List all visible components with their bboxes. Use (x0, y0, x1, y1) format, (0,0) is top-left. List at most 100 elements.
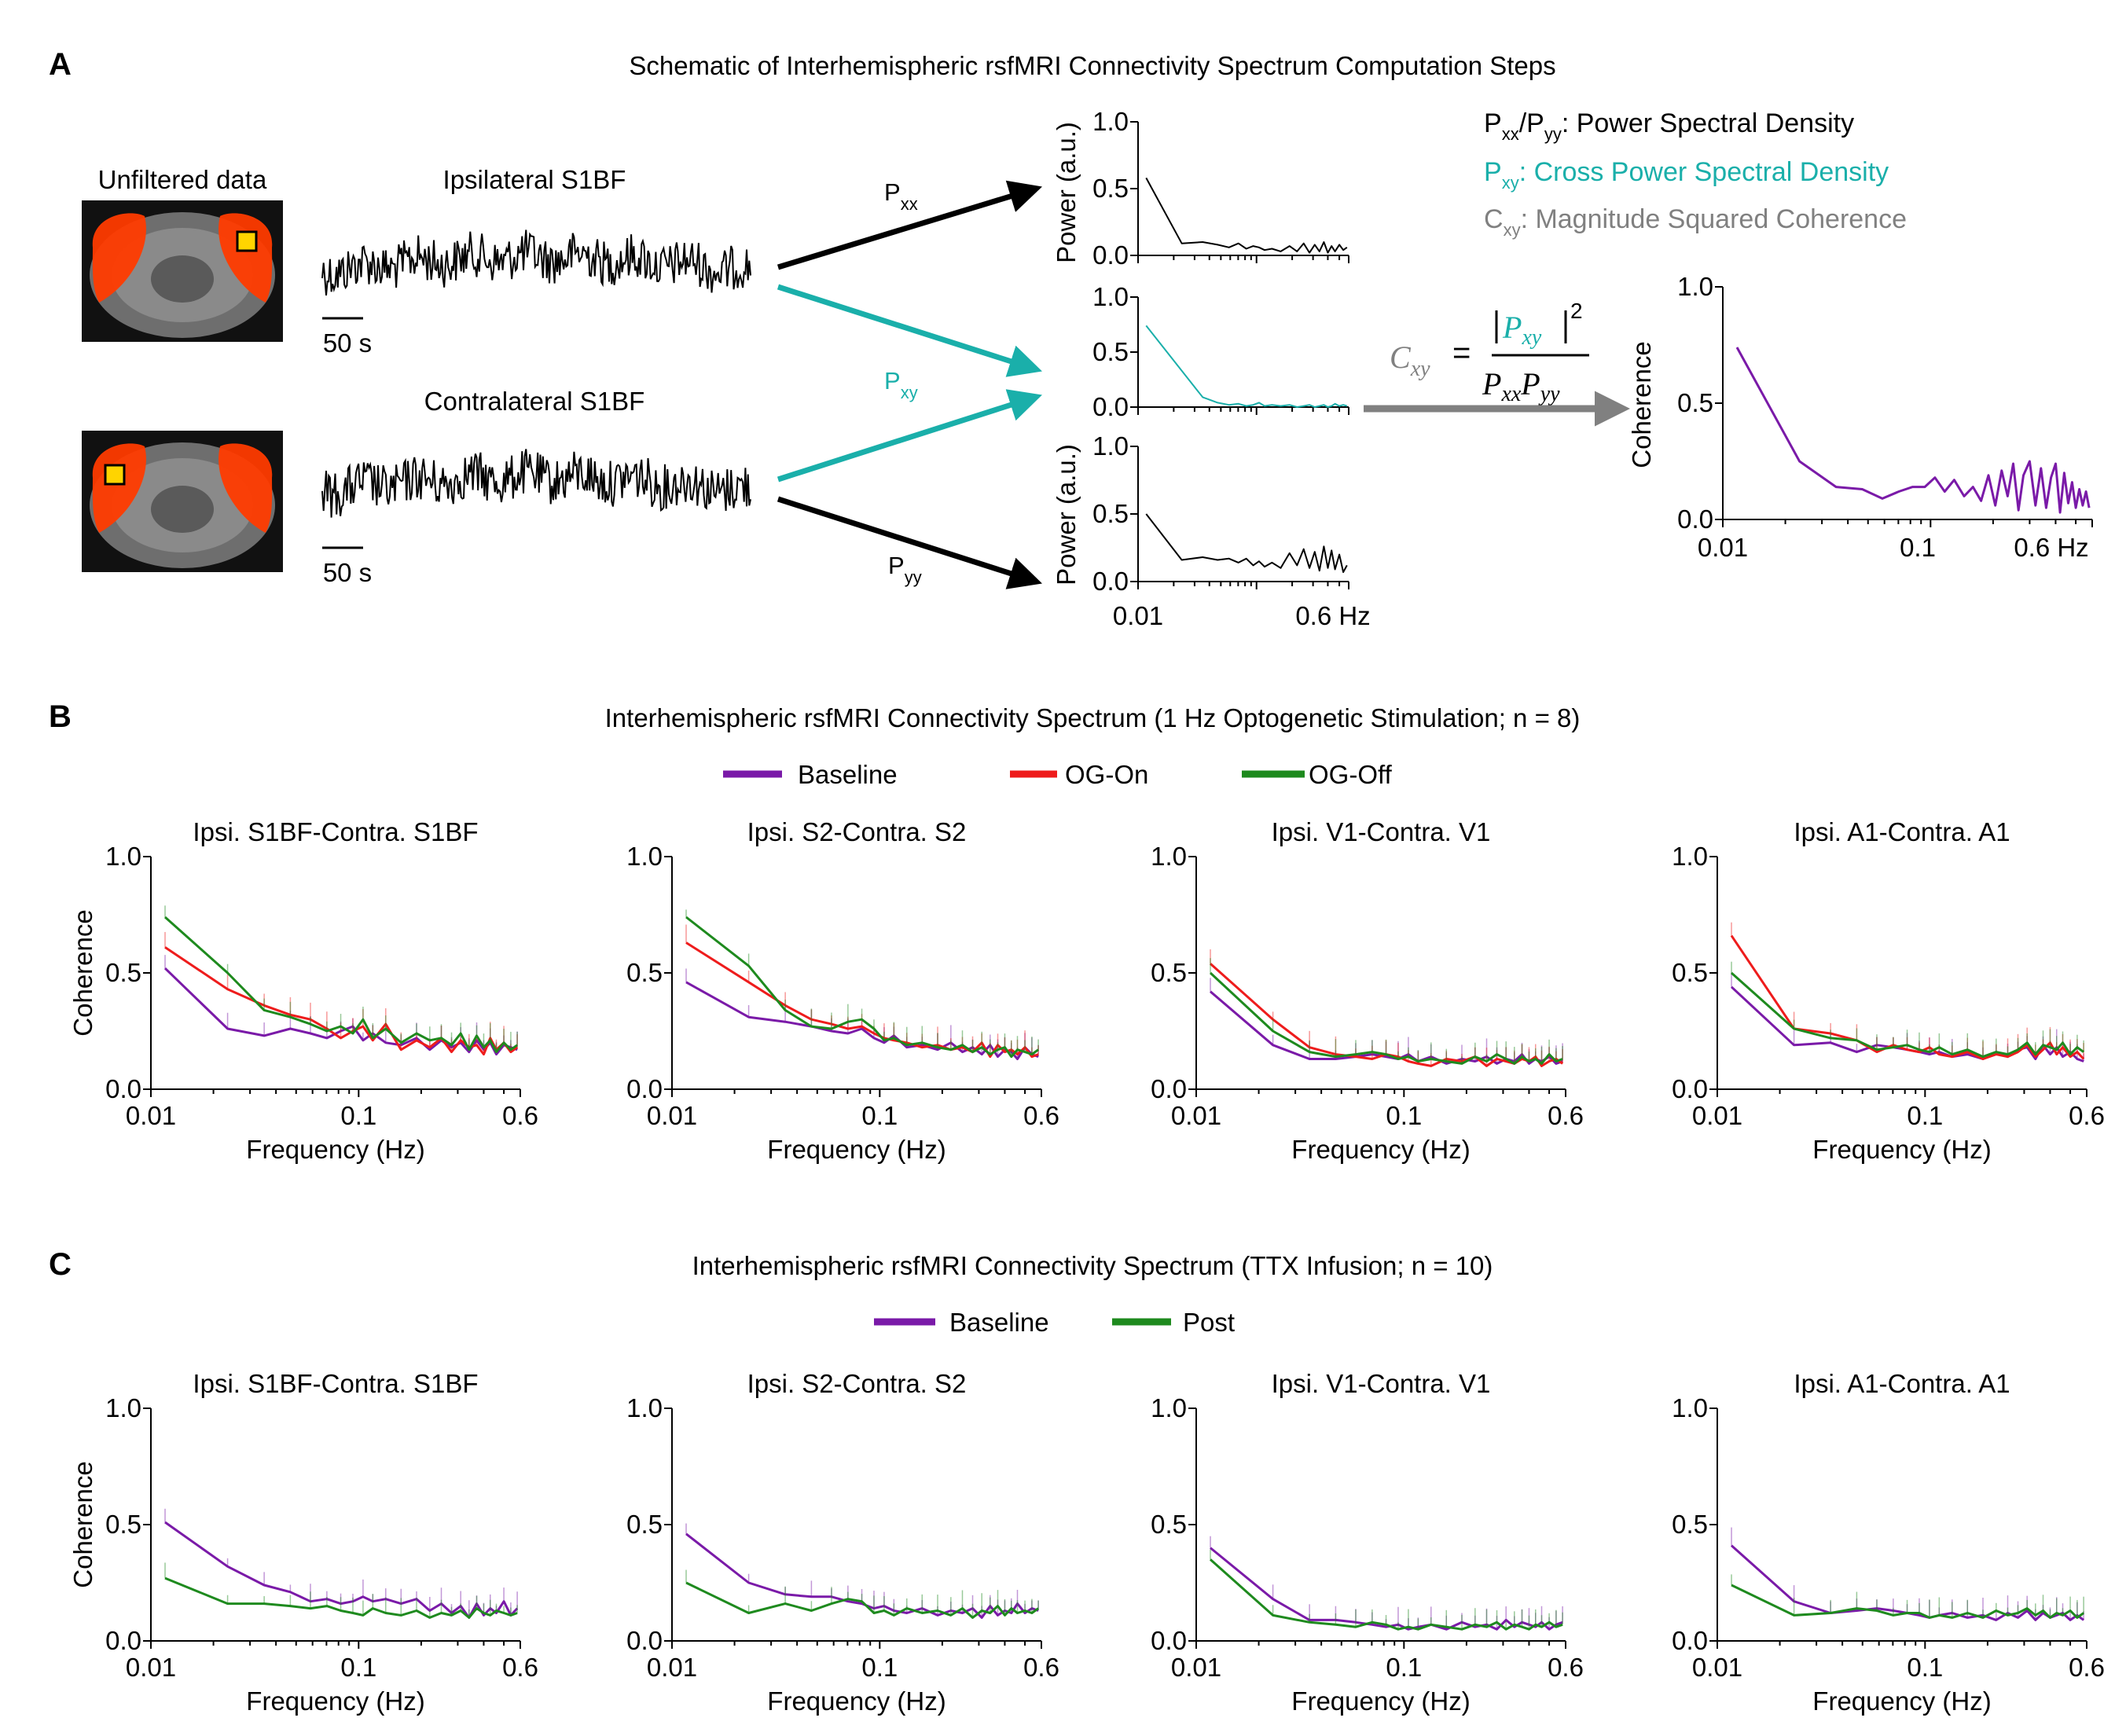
x-tick-label: 0.1 (861, 1653, 898, 1682)
arrow-pxy-contra (777, 389, 1043, 483)
x-axis-label: Frequency (Hz) (246, 1686, 424, 1716)
series-line-post (1731, 1584, 2084, 1619)
y-tick-label: 0.5 (1092, 499, 1129, 528)
x-tick-label: 0.01 (647, 1101, 697, 1130)
x-tick-label: 0.6 (1023, 1101, 1059, 1130)
x-tick-label: 0.1 (340, 1653, 376, 1682)
series-line-og-off (685, 916, 1039, 1059)
arrow-label-pxy: Pxy (884, 367, 918, 402)
ipsi-label: Ipsilateral S1BF (443, 165, 626, 194)
coherence-formula: Cxy = Pxy 2 PxxPyy (1390, 299, 1589, 406)
panel-c-plots: 0.0 0.5 1.0 0.01 0.1 0.6 Ipsi. S1BF-Contra. S1… (68, 1369, 2105, 1716)
mini-ylabel-bottom: Power (a.u.) (1052, 444, 1081, 585)
chart-title: Ipsi. V1-Contra. V1 (1272, 1369, 1491, 1398)
x-axis-label: Frequency (Hz) (1812, 1135, 1991, 1164)
x-tick-label: 0.01 (1171, 1653, 1221, 1682)
y-tick-label: 1.0 (1151, 842, 1187, 871)
panel-a: A Schematic of Interhemispheric rsfMRI C… (49, 47, 2093, 630)
arrow-label-pyy: Pyy (888, 552, 922, 587)
x-tick-label: 0.1 (1386, 1101, 1422, 1130)
scalebar-contra-label: 50 s (323, 558, 372, 587)
mini-plot-pxy: 0.0 0.5 1.0 (1092, 282, 1349, 421)
chart-b-4: 0.0 0.5 1.0 0.01 0.1 0.6 Ipsi. A1-Contra. A1 Fr… (1672, 817, 2105, 1164)
chart-title: Ipsi. S2-Contra. S2 (747, 817, 967, 846)
y-tick-label: 0.0 (1092, 240, 1129, 270)
legend-cpsd: Pxy: Cross Power Spectral Density (1484, 157, 1889, 193)
x-tick-label: 0.6 (1023, 1653, 1059, 1682)
y-tick-label: 0.0 (1672, 1074, 1708, 1103)
formula-numerator: Pxy (1502, 310, 1542, 350)
x-tick-label: 0.1 (1907, 1653, 1943, 1682)
y-tick-label: 0.5 (626, 958, 663, 987)
y-tick-label: 0.0 (626, 1074, 663, 1103)
y-tick-label: 0.5 (1151, 1510, 1187, 1539)
y-tick-label: 0.5 (1092, 337, 1129, 366)
legend-label-og-on: OG-On (1065, 760, 1148, 789)
x-tick-label: 0.1 (340, 1101, 376, 1130)
y-tick-label: 0.0 (1677, 505, 1713, 534)
chart-b-3: 0.0 0.5 1.0 0.01 0.1 0.6 Ipsi. V1-Contra. V1 Fr… (1151, 817, 1584, 1164)
formula-denominator: PxxPyy (1482, 366, 1560, 406)
y-tick-label: 1.0 (105, 842, 141, 871)
coh-xtick-1: 0.1 (1900, 533, 1936, 562)
legend-msc: Cxy: Magnitude Squared Coherence (1484, 204, 1907, 240)
y-tick-label: 0.0 (1092, 392, 1129, 421)
series-line-post (1210, 1558, 1563, 1631)
series-line-og-off (164, 916, 518, 1054)
y-tick-label: 0.5 (1092, 174, 1129, 203)
legend-label-og-off: OG-Off (1309, 760, 1393, 789)
x-axis-label: Frequency (Hz) (246, 1135, 424, 1164)
y-tick-label: 0.0 (626, 1626, 663, 1655)
series-line-baseline (685, 1532, 1039, 1619)
mini-ylabel-top: Power (a.u.) (1052, 122, 1081, 263)
y-axis-label: Coherence (68, 909, 97, 1036)
y-tick-label: 0.5 (1672, 958, 1708, 987)
y-axis-label: Coherence (68, 1461, 97, 1587)
x-axis-label: Frequency (Hz) (767, 1686, 946, 1716)
y-tick-label: 0.0 (1672, 1626, 1708, 1655)
series-line-baseline (685, 981, 1039, 1060)
chart-title: Ipsi. S1BF-Contra. S1BF (193, 1369, 478, 1398)
x-axis-label: Frequency (Hz) (1291, 1686, 1470, 1716)
formula-exponent: 2 (1570, 299, 1583, 323)
y-tick-label: 0.5 (105, 958, 141, 987)
x-tick-label: 0.6 (1548, 1101, 1584, 1130)
roi-box-ipsi (236, 230, 258, 252)
ipsi-timeseries (321, 229, 751, 295)
panel-b-legend: Baseline OG-On OG-Off (723, 760, 1393, 789)
y-tick-label: 0.0 (1151, 1626, 1187, 1655)
series-line-pxy (1145, 325, 1348, 408)
chart-b-2: 0.0 0.5 1.0 0.01 0.1 0.6 Ipsi. S2-Contra. S2 Fr… (626, 817, 1059, 1164)
series-line-pyy (1145, 513, 1348, 573)
chart-title: Ipsi. S1BF-Contra. S1BF (193, 817, 478, 846)
brain-image-contra (82, 431, 283, 572)
panel-c-letter: C (49, 1247, 72, 1282)
y-tick-label: 0.0 (105, 1626, 141, 1655)
x-axis-label: Frequency (Hz) (1812, 1686, 1991, 1716)
arrow-pxy-ipsi (777, 284, 1043, 377)
y-tick-label: 0.0 (1151, 1074, 1187, 1103)
chart-title: Ipsi. A1-Contra. A1 (1794, 817, 2010, 846)
series-line-baseline (1731, 1544, 2084, 1621)
x-tick-label: 0.1 (861, 1101, 898, 1130)
roi-box-contra (104, 464, 126, 486)
x-tick-label: 0.01 (1692, 1101, 1742, 1130)
x-tick-label: 0.1 (1907, 1101, 1943, 1130)
chart-c-3: 0.0 0.5 1.0 0.01 0.1 0.6 Ipsi. V1-Contra. V1 Fr… (1151, 1369, 1584, 1716)
y-tick-label: 1.0 (1151, 1393, 1187, 1422)
panel-c-legend: Baseline Post (874, 1308, 1235, 1337)
y-tick-label: 1.0 (105, 1393, 141, 1422)
y-tick-label: 0.0 (105, 1074, 141, 1103)
y-tick-label: 1.0 (1677, 272, 1713, 301)
x-tick-label: 0.01 (126, 1101, 176, 1130)
coh-xtick-0: 0.01 (1698, 533, 1748, 562)
chart-c-1: 0.0 0.5 1.0 0.01 0.1 0.6 Ipsi. S1BF-Contra. S1… (68, 1369, 538, 1716)
mini-plot-pyy: 0.0 0.5 1.0 (1092, 431, 1349, 596)
y-tick-label: 1.0 (1092, 107, 1129, 136)
series-line-cxy (1735, 347, 2091, 514)
panel-c-title: Interhemispheric rsfMRI Connectivity Spe… (692, 1251, 1493, 1280)
chart-title: Ipsi. S2-Contra. S2 (747, 1369, 967, 1398)
y-tick-label: 1.0 (626, 842, 663, 871)
arrow-pyy (777, 496, 1043, 589)
